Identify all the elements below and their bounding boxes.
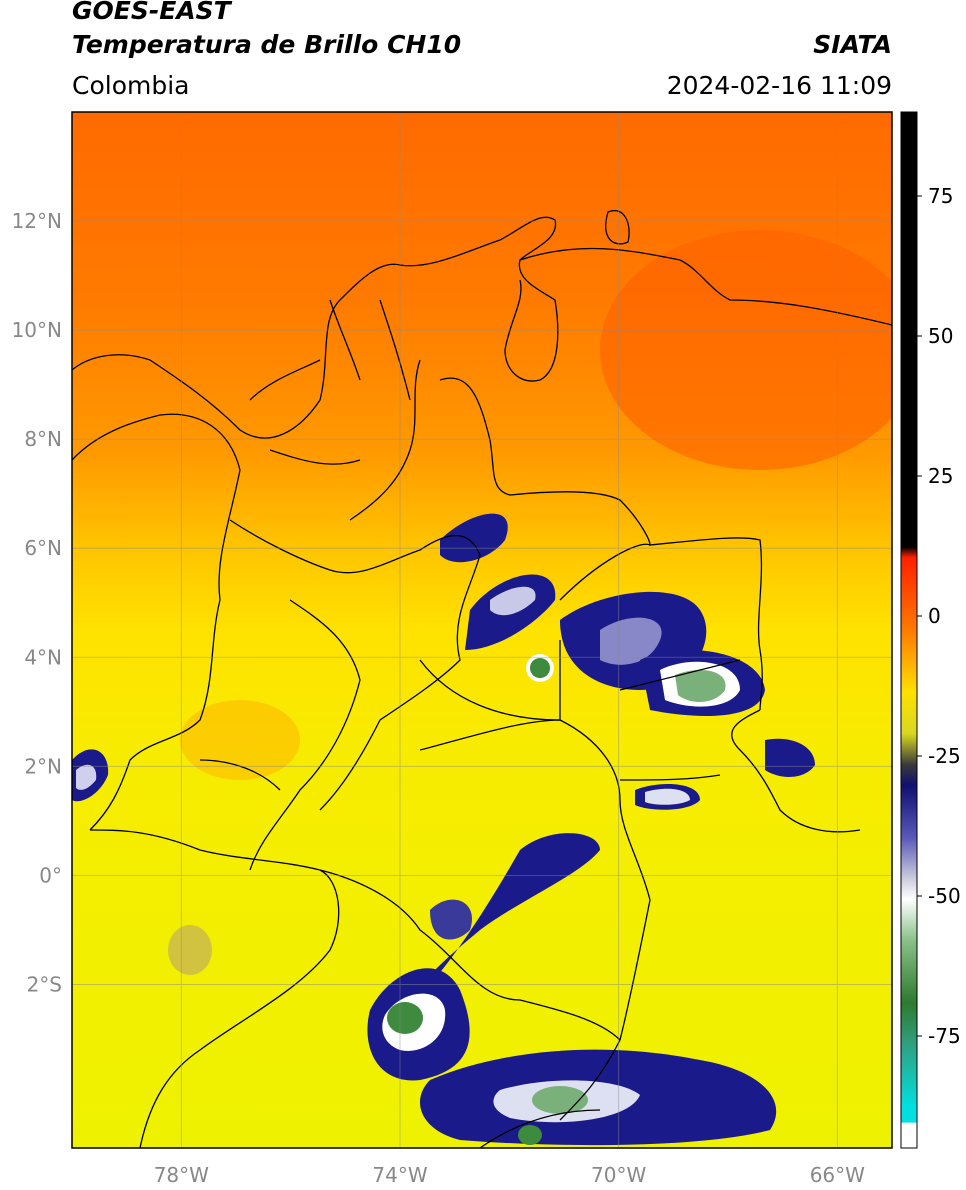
colorbar-tick-label: 50 [928, 324, 953, 348]
colorbar [900, 111, 918, 1149]
colorbar-tick-label: -75 [928, 1024, 961, 1048]
lat-tick-label: 10°N [12, 318, 62, 342]
title-line-2: Temperatura de Brillo CH10 [72, 30, 462, 59]
lon-tick-label: 78°W [154, 1163, 209, 1187]
lon-tick-label: 70°W [591, 1163, 646, 1187]
political-boundaries [72, 209, 892, 1148]
latitude-tick-labels: 12°N 10°N 8°N 6°N 4°N 2°N 0° 2°S [12, 209, 62, 996]
convective-cloud-cells [72, 513, 815, 1146]
lon-tick-label: 74°W [372, 1163, 427, 1187]
lon-tick-label: 66°W [810, 1163, 865, 1187]
lat-tick-label: 4°N [24, 645, 62, 669]
lat-tick-label: 0° [39, 863, 62, 887]
lat-tick-label: 6°N [24, 536, 62, 560]
gridlines [72, 112, 892, 1148]
title-line-1: GOES-EAST [72, 0, 231, 25]
lat-tick-label: 12°N [12, 209, 62, 233]
colorbar-tick-labels: 75 50 25 0 -25 -50 -75 [917, 184, 961, 1048]
colorbar-tick-label: 75 [928, 184, 953, 208]
lat-tick-label: 2°S [27, 972, 62, 996]
longitude-tick-labels: 78°W 74°W 70°W 66°W [154, 1163, 865, 1187]
lat-tick-label: 8°N [24, 427, 62, 451]
colorbar-tick-label: -25 [928, 744, 961, 768]
colorbar-tick-label: 0 [928, 604, 941, 628]
map-frame [71, 111, 893, 1149]
timestamp-label: 2024-02-16 11:09 [666, 71, 892, 100]
lat-tick-label: 2°N [24, 754, 62, 778]
colorbar-tick-label: -50 [928, 884, 961, 908]
region-label: Colombia [72, 71, 190, 100]
brand-label: SIATA [813, 30, 892, 59]
colorbar-tick-label: 25 [928, 464, 953, 488]
